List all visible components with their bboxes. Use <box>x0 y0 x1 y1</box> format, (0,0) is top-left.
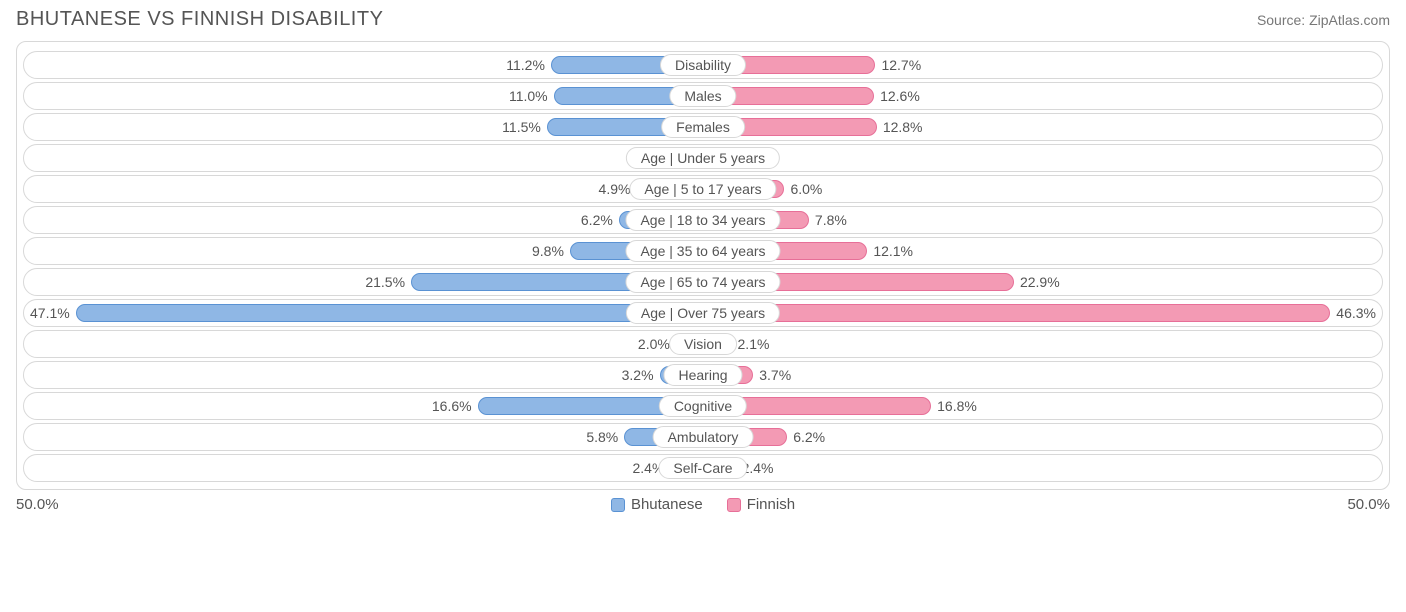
row-right-half: 3.7% <box>703 362 1382 388</box>
row-left-value: 3.2% <box>616 367 660 383</box>
butterfly-chart: 11.2% 12.7% Disability 11.0% 12.6% Males 11.5%… <box>16 41 1390 490</box>
legend: Bhutanese Finnish <box>59 496 1348 513</box>
legend-label-right: Finnish <box>747 496 795 513</box>
row-category-label: Age | 35 to 64 years <box>625 240 780 262</box>
row-right-half: 2.1% <box>703 331 1382 357</box>
chart-header: BHUTANESE VS FINNISH DISABILITY Source: … <box>16 8 1390 31</box>
row-left-half: 2.0% <box>24 331 703 357</box>
chart-footer: 50.0% Bhutanese Finnish 50.0% <box>16 496 1390 513</box>
row-left-half: 11.0% <box>24 83 703 109</box>
row-left-value: 11.5% <box>496 119 547 135</box>
legend-label-left: Bhutanese <box>631 496 703 513</box>
row-category-label: Vision <box>669 333 737 355</box>
chart-row: 47.1% 46.3% Age | Over 75 years <box>23 299 1383 327</box>
chart-row: 16.6% 16.8% Cognitive <box>23 392 1383 420</box>
chart-row: 2.0% 2.1%Vision <box>23 330 1383 358</box>
legend-item-left: Bhutanese <box>611 496 703 513</box>
row-right-value: 16.8% <box>931 398 983 414</box>
row-right-half: 12.8% <box>703 114 1382 140</box>
chart-row: 21.5% 22.9% Age | 65 to 74 years <box>23 268 1383 296</box>
row-right-half: 22.9% <box>703 269 1382 295</box>
row-right-value: 6.0% <box>784 181 828 197</box>
row-left-half: 5.8% <box>24 424 703 450</box>
row-right-value: 46.3% <box>1330 305 1382 321</box>
row-right-half: 2.4% <box>703 455 1382 481</box>
chart-source: Source: ZipAtlas.com <box>1257 12 1390 28</box>
row-left-half: 2.4% <box>24 455 703 481</box>
row-right-half: 16.8% <box>703 393 1382 419</box>
row-left-half: 21.5% <box>24 269 703 295</box>
axis-right-max: 50.0% <box>1347 496 1390 513</box>
row-right-half: 12.1% <box>703 238 1382 264</box>
chart-row: 2.4%2.4%Self-Care <box>23 454 1383 482</box>
row-left-value: 21.5% <box>359 274 411 290</box>
row-left-half: 47.1% <box>24 300 703 326</box>
legend-swatch-right <box>727 498 741 512</box>
row-category-label: Self-Care <box>658 457 747 479</box>
row-category-label: Age | 18 to 34 years <box>625 209 780 231</box>
chart-row: 9.8% 12.1% Age | 35 to 64 years <box>23 237 1383 265</box>
row-right-half: 12.6% <box>703 83 1382 109</box>
row-left-value: 11.2% <box>500 57 551 73</box>
legend-item-right: Finnish <box>727 496 795 513</box>
row-category-label: Age | 65 to 74 years <box>625 271 780 293</box>
row-left-half: 6.2% <box>24 207 703 233</box>
row-category-label: Hearing <box>663 364 742 386</box>
row-category-label: Age | Under 5 years <box>626 147 780 169</box>
row-category-label: Age | Over 75 years <box>626 302 780 324</box>
axis-left-max: 50.0% <box>16 496 59 513</box>
legend-swatch-left <box>611 498 625 512</box>
row-left-value: 9.8% <box>526 243 570 259</box>
row-right-half: 6.0% <box>703 176 1382 202</box>
row-left-half: 1.2% <box>24 145 703 171</box>
row-left-half: 4.9% <box>24 176 703 202</box>
row-right-half: 7.8% <box>703 207 1382 233</box>
row-right-value: 12.1% <box>867 243 919 259</box>
row-right-value: 7.8% <box>809 212 853 228</box>
row-right-value: 2.1% <box>732 336 776 352</box>
row-left-value: 16.6% <box>426 398 478 414</box>
row-left-half: 9.8% <box>24 238 703 264</box>
chart-title: BHUTANESE VS FINNISH DISABILITY <box>16 8 383 31</box>
chart-row: 4.9% 6.0% Age | 5 to 17 years <box>23 175 1383 203</box>
row-right-half: 12.7% <box>703 52 1382 78</box>
row-category-label: Males <box>669 85 736 107</box>
row-category-label: Disability <box>660 54 746 76</box>
chart-row: 6.2% 7.8% Age | 18 to 34 years <box>23 206 1383 234</box>
row-right-value: 6.2% <box>787 429 831 445</box>
row-right-value: 22.9% <box>1014 274 1066 290</box>
row-right-half: 6.2% <box>703 424 1382 450</box>
chart-row: 11.0% 12.6% Males <box>23 82 1383 110</box>
row-category-label: Females <box>661 116 745 138</box>
row-right-value: 12.6% <box>874 88 926 104</box>
row-left-value: 6.2% <box>575 212 619 228</box>
row-left-value: 5.8% <box>580 429 624 445</box>
row-left-half: 11.5% <box>24 114 703 140</box>
chart-row: 11.5% 12.8% Females <box>23 113 1383 141</box>
chart-row: 11.2% 12.7% Disability <box>23 51 1383 79</box>
row-left-bar <box>76 304 703 322</box>
row-left-value: 47.1% <box>24 305 76 321</box>
row-right-value: 3.7% <box>753 367 797 383</box>
row-category-label: Cognitive <box>659 395 747 417</box>
row-left-half: 3.2% <box>24 362 703 388</box>
row-right-bar <box>703 304 1330 322</box>
row-category-label: Age | 5 to 17 years <box>629 178 776 200</box>
chart-row: 3.2% 3.7% Hearing <box>23 361 1383 389</box>
row-right-half: 46.3% <box>703 300 1382 326</box>
row-right-value: 12.8% <box>877 119 929 135</box>
row-category-label: Ambulatory <box>653 426 754 448</box>
row-left-half: 16.6% <box>24 393 703 419</box>
row-right-value: 12.7% <box>875 57 927 73</box>
chart-row: 5.8% 6.2% Ambulatory <box>23 423 1383 451</box>
row-right-half: 1.6% <box>703 145 1382 171</box>
row-left-half: 11.2% <box>24 52 703 78</box>
row-left-value: 11.0% <box>503 88 554 104</box>
chart-row: 1.2%1.6%Age | Under 5 years <box>23 144 1383 172</box>
